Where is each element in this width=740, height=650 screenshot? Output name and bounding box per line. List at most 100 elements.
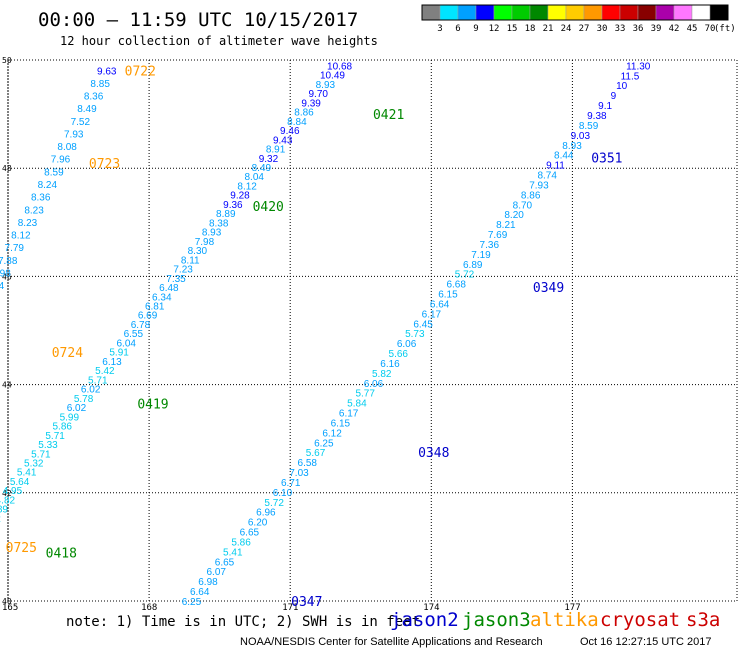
wave-height-point: 7.88 <box>0 256 18 267</box>
wave-height-point: 9.36 <box>223 200 243 211</box>
wave-height-point: 6.48 <box>159 283 179 294</box>
wave-height-point: 6.12 <box>322 428 342 439</box>
grid-layer: 165 168 171 174 177 50 48 46 44 42 40 <box>2 56 738 613</box>
wave-height-point: 6.45 <box>413 319 433 330</box>
footer-timestamp: Oct 16 12:27:15 UTC 2017 <box>580 636 711 648</box>
wave-height-point: 7.96 <box>51 155 71 166</box>
wave-height-point: 9.1 <box>598 101 612 112</box>
pass-time-label: 0351 <box>591 151 622 166</box>
wave-height-point: 5.86 <box>231 537 251 548</box>
scale-label: 42 <box>669 24 680 34</box>
wave-height-point: 6.71 <box>281 478 301 489</box>
y-tick-label: 50 <box>2 56 12 65</box>
wave-height-point: 6.64 <box>190 587 210 598</box>
wave-height-point: 6.17 <box>422 309 442 320</box>
legend-cryosat: cryosat <box>600 609 680 631</box>
wave-height-point: 9.11 <box>546 161 565 172</box>
pass-time-label: 0419 <box>137 398 168 413</box>
pass-time-label: 0420 <box>253 200 284 215</box>
wave-height-point: 6.02 <box>67 403 87 414</box>
wave-height-point: 6.07 <box>207 567 227 578</box>
scale-swatch <box>691 4 711 21</box>
wave-height-point: 5.71 <box>31 449 51 460</box>
wave-height-point: 6.89 <box>463 260 483 271</box>
footer-note: note: 1) Time is in UTC; 2) SWH is in fe… <box>66 614 420 630</box>
scale-label: 6 <box>455 24 460 34</box>
wave-height-point: 5.41 <box>223 547 243 558</box>
wave-height-point: 10.68 <box>327 61 352 72</box>
wave-height-point: 5.72 <box>455 270 475 281</box>
chart-title: 00:00 – 11:59 UTC 10/15/2017 <box>38 9 358 31</box>
wave-height-point: 9.43 <box>273 135 293 146</box>
scale-label: 3 <box>437 24 442 34</box>
wave-height-point: 6.81 <box>145 302 165 313</box>
scale-frame <box>421 4 729 21</box>
plot-frame <box>7 59 738 602</box>
wave-height-point: 7.35 <box>166 274 186 285</box>
y-tick-label: 46 <box>2 272 12 281</box>
wave-height-point: 4.95 <box>3 486 23 497</box>
x-tick-label: 174 <box>423 603 439 613</box>
scale-swatch <box>709 4 729 21</box>
wave-height-point: 8.70 <box>513 200 533 211</box>
wave-height-point: 8.84 <box>287 117 307 128</box>
wave-height-point: 5.86 <box>52 422 72 433</box>
pass-time-label: 0723 <box>89 157 120 172</box>
pass-time-label: 0349 <box>533 281 564 296</box>
wave-height-point: 5.66 <box>389 349 409 360</box>
pass-time-label: 0725 <box>6 541 37 556</box>
wave-height-point: 7.23 <box>173 265 193 276</box>
wave-height-point: 8.23 <box>24 205 44 216</box>
wave-height-point: 8.38 <box>209 218 229 229</box>
wave-height-point: 8.36 <box>84 92 104 103</box>
scale-label: 24 <box>561 24 572 34</box>
wave-height-point: 5.78 <box>74 394 94 405</box>
scale-label: 39 <box>651 24 662 34</box>
wave-height-point: 8.30 <box>188 246 208 257</box>
x-tick-label: 171 <box>282 603 298 613</box>
wave-height-point: 9.03 <box>571 131 591 142</box>
scale-label: 70 <box>705 24 716 34</box>
wave-height-point: 3.89 <box>0 505 8 516</box>
scale-label: 33 <box>615 24 626 34</box>
scale-swatch <box>511 4 531 21</box>
wave-height-point: 9.63 <box>97 66 117 77</box>
wave-height-point: 9.39 <box>301 98 321 109</box>
scale-label: 12 <box>489 24 500 34</box>
x-tick-label: 168 <box>141 603 157 613</box>
legend-altika: altika <box>530 609 599 631</box>
wave-height-point: 6.15 <box>438 290 458 301</box>
scale-label: 18 <box>525 24 536 34</box>
wave-height-point: 7.98 <box>0 268 11 279</box>
wave-height-point: 8.91 <box>266 145 286 156</box>
pass-time-label: 0722 <box>125 64 156 79</box>
x-tick-label: 177 <box>564 603 580 613</box>
wave-height-point: 9.46 <box>280 126 300 137</box>
wave-height-point: 6.13 <box>102 357 122 368</box>
wave-height-points: 9.638.858.368.497.527.938.087.968.598.24… <box>0 61 651 608</box>
wave-height-point: 10 <box>616 81 628 92</box>
y-tick-label: 44 <box>2 381 12 390</box>
scale-swatch <box>475 4 495 21</box>
wave-height-point: 7.36 <box>480 240 500 251</box>
scale-label: 45 <box>687 24 698 34</box>
scale-swatch <box>637 4 657 21</box>
wave-height-point: 8.08 <box>57 142 77 153</box>
wave-height-point: 7.03 <box>289 468 309 479</box>
scale-swatch <box>457 4 477 21</box>
wave-height-point: 8.93 <box>202 228 222 239</box>
wave-height-point: 6.65 <box>215 557 235 568</box>
wave-height-point: 6.64 <box>430 299 450 310</box>
wave-height-point: 11.5 <box>621 71 640 82</box>
scale-swatch <box>583 4 603 21</box>
scale-label: 36 <box>633 24 644 34</box>
scale-swatch <box>565 4 585 21</box>
wave-height-point: 6.15 <box>331 418 351 429</box>
wave-height-point: 5.32 <box>24 458 44 469</box>
scale-label: 21 <box>543 24 554 34</box>
wave-height-point: 8.12 <box>11 231 31 242</box>
wave-height-point: 8.21 <box>496 220 516 231</box>
wave-height-point: 8.59 <box>579 121 599 132</box>
wave-height-point: 5.71 <box>45 431 65 442</box>
